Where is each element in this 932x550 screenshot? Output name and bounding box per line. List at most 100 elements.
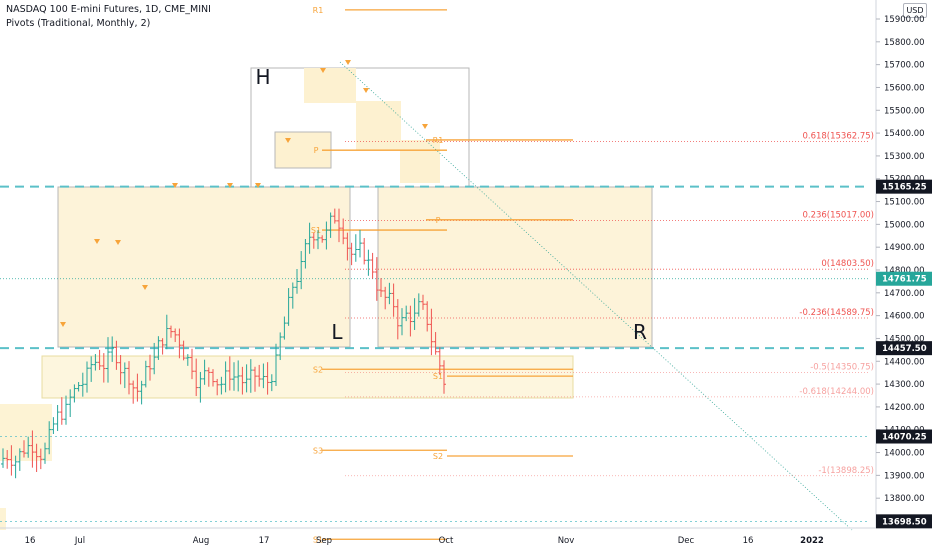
ohlc-bar: [173, 328, 178, 343]
pattern-box: [274, 131, 332, 169]
currency-button[interactable]: USD: [903, 3, 927, 18]
pivot-label: S2: [313, 365, 323, 374]
ohlc-bar: [219, 376, 224, 395]
pivot-label: S2: [433, 452, 443, 461]
ohlc-bar: [353, 234, 358, 262]
pivot-marker: [172, 183, 178, 188]
ohlc-bar: [412, 298, 417, 330]
ohlc-bar: [80, 372, 85, 397]
ohlc-bar: [93, 354, 98, 371]
pivot-marker: [422, 124, 428, 129]
ohlc-bar: [290, 282, 295, 309]
ohlc-bar: [362, 237, 367, 265]
price-label-box: [876, 179, 932, 194]
ohlc-bar: [89, 356, 94, 382]
pivot-label: S1: [311, 226, 321, 235]
chart-title: NASDAQ 100 E-mini Futures, 1D, CME_MINI: [6, 4, 211, 15]
ohlc-bar: [337, 208, 341, 243]
ohlc-bar: [332, 208, 337, 224]
pivot-marker: [320, 68, 326, 73]
pattern-box: [0, 508, 6, 530]
price-tick-label: 14200.00: [884, 403, 925, 413]
ohlc-bar: [127, 361, 131, 395]
price-tick-label: 14900.00: [884, 243, 925, 253]
price-label-text: 14457.50: [882, 344, 927, 354]
ohlc-bar: [26, 436, 31, 458]
ohlc-bar: [408, 305, 413, 337]
fib-level-label: 0.618(15362.75): [802, 132, 874, 142]
pivot-label: S3: [313, 446, 323, 455]
ohlc-bar: [370, 252, 375, 279]
ohlc-bar: [148, 354, 152, 381]
indicator-label: Pivots (Traditional, Monthly, 2): [6, 18, 151, 29]
price-tick-label: 14400.00: [884, 357, 925, 367]
ohlc-bar: [345, 232, 350, 261]
ohlc-bar: [425, 301, 430, 332]
price-label-text: 14761.75: [882, 275, 927, 285]
ohlc-bar: [1, 448, 5, 468]
pivot-label: S1: [433, 372, 443, 381]
ohlc-bar: [59, 397, 64, 425]
price-tick-label: 14600.00: [884, 312, 925, 322]
price-label-box: [876, 271, 932, 286]
fib-level-label: -0.618(14244.00): [799, 387, 874, 397]
ohlc-bar: [211, 369, 215, 387]
pattern-box: [41, 355, 574, 399]
price-label-box: [876, 429, 932, 444]
pattern-box: [377, 186, 653, 348]
price-label-box: [876, 341, 932, 356]
ohlc-bar: [261, 363, 266, 389]
ohlc-bar: [341, 218, 346, 245]
ohlc-bar: [177, 328, 182, 359]
pattern-label-r: R: [633, 320, 647, 344]
ohlc-bar: [387, 282, 392, 305]
ohlc-bar: [139, 380, 144, 405]
pattern-box: [400, 140, 440, 183]
price-tick-label: 15600.00: [884, 83, 925, 93]
fib-level-label: -0.236(14589.75): [799, 308, 874, 318]
ohlc-bar: [236, 360, 241, 392]
ohlc-bar: [248, 359, 253, 393]
ohlc-bar: [391, 283, 396, 317]
ohlc-bar: [143, 360, 148, 388]
ohlc-bar: [47, 421, 52, 455]
ohlc-bar: [366, 249, 371, 276]
ohlc-bar: [269, 374, 274, 392]
ohlc-bar: [274, 343, 278, 386]
ohlc-bar: [64, 395, 68, 425]
ohlc-bar: [429, 308, 434, 356]
time-tick-label: Oct: [439, 536, 454, 546]
ohlc-bar: [328, 212, 333, 238]
price-tick-label: 15700.00: [884, 61, 925, 71]
price-tick-label: 14700.00: [884, 289, 925, 299]
ohlc-bar: [215, 378, 220, 396]
price-label-text: 15165.25: [882, 183, 927, 193]
ohlc-bar: [38, 448, 43, 470]
pivot-marker: [115, 240, 121, 245]
ohlc-bar: [185, 354, 190, 366]
ohlc-bar: [122, 362, 127, 389]
pattern-box: [356, 101, 401, 150]
time-tick-label: Nov: [558, 536, 575, 546]
ohlc-bar: [17, 448, 22, 471]
ohlc-bar: [232, 362, 236, 391]
ohlc-bar: [30, 430, 35, 468]
ohlc-bar: [295, 269, 299, 294]
ohlc-bar: [5, 450, 10, 469]
ohlc-bar: [421, 294, 425, 310]
ohlc-bar: [206, 367, 211, 387]
pattern-box: [57, 186, 351, 348]
pivot-marker: [142, 285, 148, 290]
ohlc-bar: [160, 338, 165, 355]
pattern-box: [304, 68, 356, 103]
price-tick-label: 15500.00: [884, 106, 925, 116]
ohlc-bar: [135, 373, 140, 402]
pivot-label: P: [436, 216, 441, 225]
ohlc-bar: [223, 361, 228, 393]
price-tick-label: 15400.00: [884, 129, 925, 139]
ohlc-bar: [244, 364, 249, 393]
ohlc-bar: [240, 366, 245, 395]
ohlc-bar: [9, 445, 14, 476]
fib-level-label: -1(13898.25): [818, 466, 874, 476]
